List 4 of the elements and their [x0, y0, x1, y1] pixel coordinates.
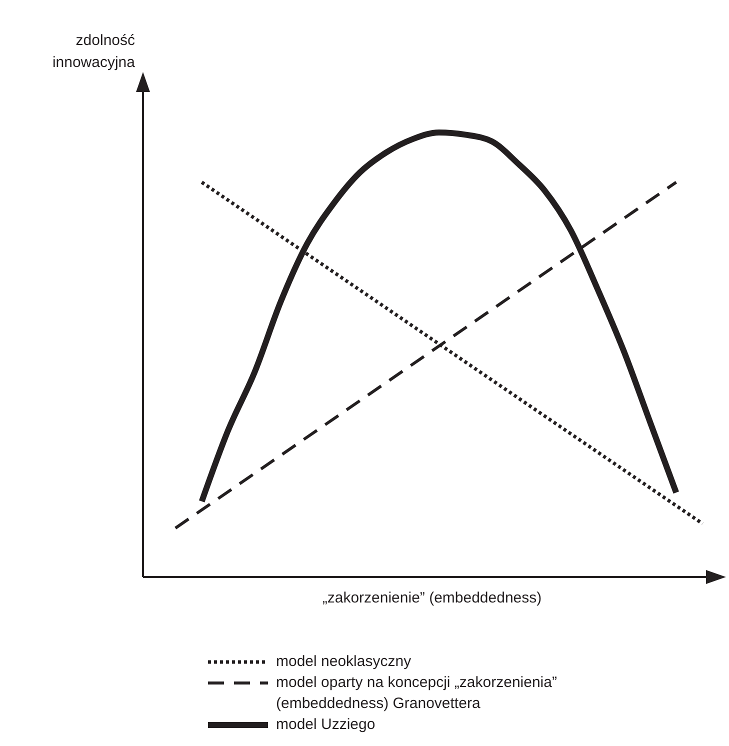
- x-axis-title: „zakorzenienie” (embeddedness): [322, 590, 542, 607]
- legend-label: model neoklasyczny: [276, 652, 412, 672]
- legend-label: model Uzziego: [276, 715, 376, 735]
- y-axis-title: zdolność innowacyjna: [52, 32, 136, 71]
